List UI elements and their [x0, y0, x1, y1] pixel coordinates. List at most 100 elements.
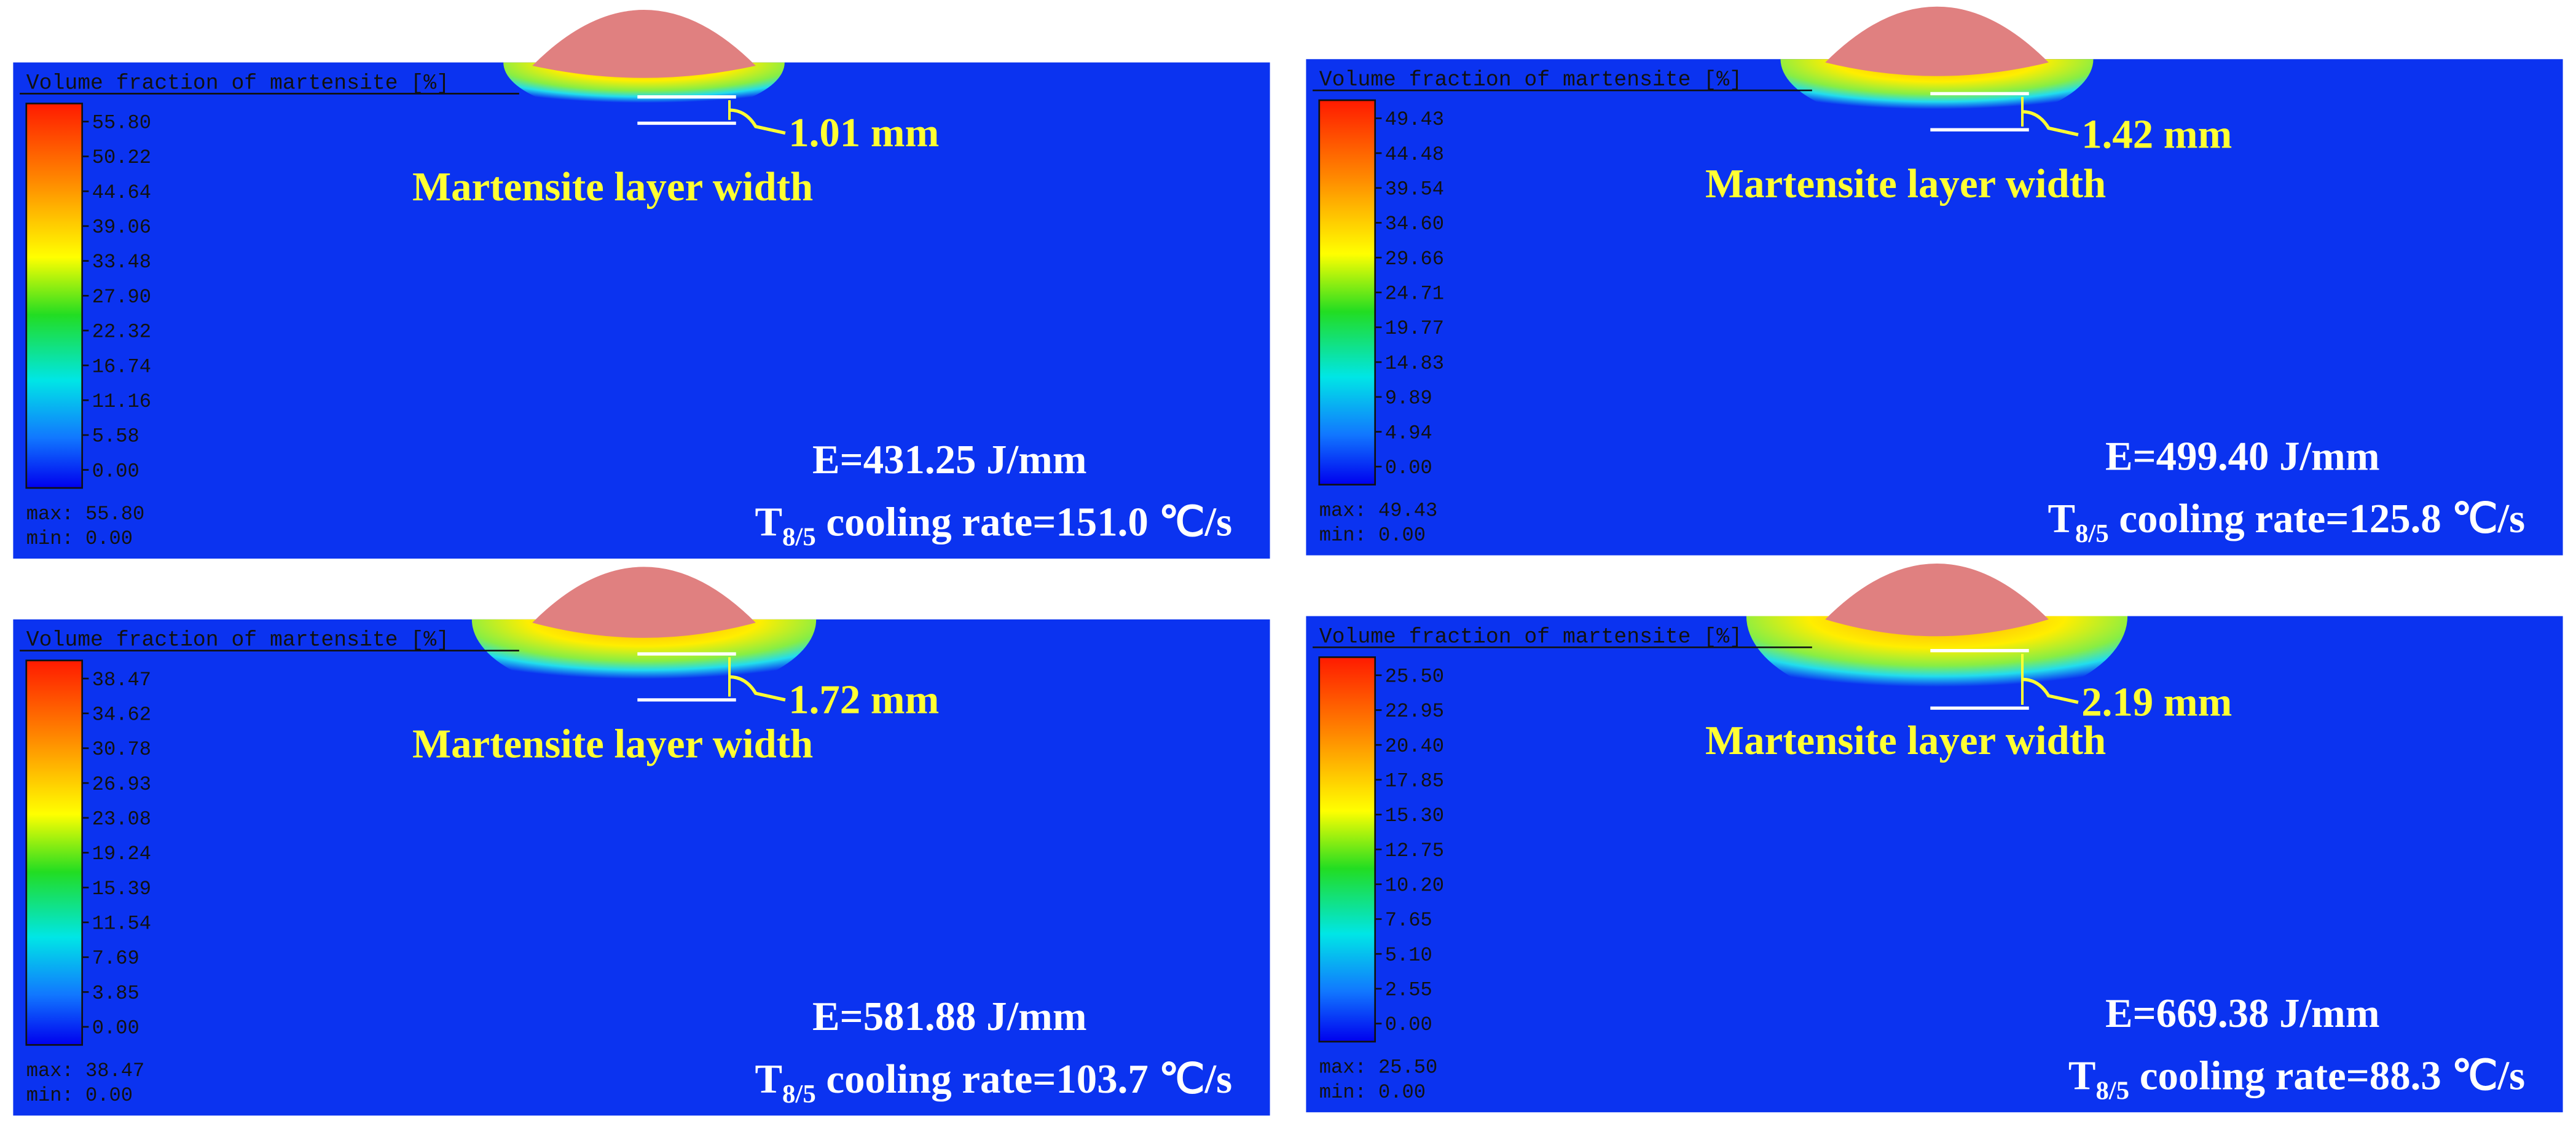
energy: E=499.40 J/mm — [2105, 434, 2379, 479]
colorbar-tick-label: 26.93 — [92, 773, 151, 796]
colorbar-tick-label: 4.94 — [1385, 422, 1432, 444]
panel-background — [13, 619, 1270, 1116]
colorbar-tick-label: 30.78 — [92, 738, 151, 761]
panel-background — [1306, 59, 2563, 556]
cooling-rate-subscript: 8/5 — [782, 1080, 816, 1109]
colorbar-tick-label: 27.90 — [92, 286, 151, 309]
min-label: min: 0.00 — [26, 527, 133, 550]
panel: Volume fraction of martensite [%] 25.50 22… — [1306, 563, 2563, 1112]
colorbar-tick-label: 19.77 — [1385, 317, 1444, 340]
leader-line — [729, 675, 786, 702]
cooling-rate-value: cooling rate=151.0 ℃/s — [816, 500, 1232, 545]
colorbar-tick-label: 23.08 — [92, 808, 151, 831]
colorbar-tick-label: 20.40 — [1385, 735, 1444, 758]
colorbar-tick-label: 0.00 — [1385, 1013, 1432, 1036]
max-label: max: 38.47 — [26, 1059, 145, 1082]
colorbar — [1318, 656, 1376, 1043]
panel: Volume fraction of martensite [%] 38.47 34… — [13, 567, 1270, 1116]
colorbar-tick-label: 50.22 — [92, 146, 151, 169]
colorbar — [1318, 99, 1376, 486]
colorbar-tick-label: 24.71 — [1385, 283, 1444, 305]
cooling-rate: T8/5 cooling rate=88.3 ℃/s — [2068, 1053, 2525, 1105]
colorbar-tick-label: 39.06 — [92, 216, 151, 239]
panel: Volume fraction of martensite [%] 55.80 50… — [13, 10, 1270, 559]
weld-bead — [532, 567, 756, 638]
heat-zone — [503, 62, 785, 117]
colorbar-tick-label: 19.24 — [92, 843, 151, 865]
width-label: 1.01 mm — [788, 110, 939, 155]
min-label: min: 0.00 — [1319, 524, 1426, 547]
colorbar-tick-label: 33.48 — [92, 251, 151, 273]
cooling-rate: T8/5 cooling rate=151.0 ℃/s — [755, 500, 1232, 552]
colorbar-tick-label: 22.32 — [92, 321, 151, 344]
colorbar-tick-label: 0.00 — [92, 1017, 139, 1040]
cooling-rate-value: cooling rate=103.7 ℃/s — [816, 1056, 1232, 1102]
colorbar-tick-label: 25.50 — [1385, 665, 1444, 688]
annotation: Martensite layer width — [1705, 718, 2106, 763]
energy: E=669.38 J/mm — [2105, 991, 2379, 1036]
weld-bead — [1825, 6, 2049, 76]
cooling-rate: T8/5 cooling rate=103.7 ℃/s — [755, 1056, 1232, 1109]
colorbar-tick-label: 5.10 — [1385, 944, 1432, 967]
panel: Volume fraction of martensite [%] 49.43 44… — [1306, 6, 2563, 556]
colorbar-tick-label: 44.48 — [1385, 143, 1444, 166]
colorbar — [25, 103, 84, 489]
cooling-rate-value: cooling rate=88.3 ℃/s — [2129, 1053, 2525, 1098]
energy: E=581.88 J/mm — [812, 994, 1086, 1039]
min-label: min: 0.00 — [1319, 1081, 1426, 1104]
colorbar-tick-label: 5.58 — [92, 425, 139, 448]
cooling-rate-symbol: T — [2068, 1053, 2096, 1098]
colorbar-tick-label: 2.55 — [1385, 979, 1432, 1002]
max-label: max: 25.50 — [1319, 1056, 1438, 1079]
legend-title: Volume fraction of martensite [%] — [1319, 625, 1742, 649]
legend-title: Volume fraction of martensite [%] — [26, 71, 449, 95]
cooling-rate-value: cooling rate=125.8 ℃/s — [2109, 496, 2525, 541]
colorbar-tick-label: 22.95 — [1385, 700, 1444, 723]
cooling-rate-subscript: 8/5 — [2075, 519, 2109, 548]
width-label: 1.72 mm — [788, 677, 939, 722]
colorbar-tick-label: 38.47 — [92, 669, 151, 691]
colorbar-tick-label: 10.20 — [1385, 875, 1444, 897]
annotation: Martensite layer width — [1705, 161, 2106, 206]
colorbar-tick-label: 12.75 — [1385, 839, 1444, 862]
leader-line — [2022, 677, 2079, 704]
colorbar-tick-label: 16.74 — [92, 355, 151, 378]
colorbar-tick-label: 11.54 — [92, 913, 151, 935]
colorbar-tick-label: 39.54 — [1385, 178, 1444, 201]
colorbar-tick-label: 3.85 — [92, 982, 139, 1005]
colorbar-tick-label: 17.85 — [1385, 770, 1444, 793]
cooling-rate-subscript: 8/5 — [2095, 1077, 2129, 1106]
colorbar-tick-label: 14.83 — [1385, 352, 1444, 375]
cooling-rate-subscript: 8/5 — [782, 523, 816, 552]
heat-zone — [1746, 616, 2128, 711]
colorbar-tick-label: 11.16 — [92, 390, 151, 413]
colorbar-tick-label: 44.64 — [92, 181, 151, 204]
legend-title: Volume fraction of martensite [%] — [26, 629, 449, 653]
colorbar — [25, 659, 84, 1046]
cooling-rate-symbol: T — [755, 1056, 782, 1102]
colorbar-tick-label: 7.65 — [1385, 909, 1432, 932]
legend-title: Volume fraction of martensite [%] — [1319, 68, 1742, 92]
max-label: max: 55.80 — [26, 503, 145, 525]
annotation: Martensite layer width — [412, 164, 813, 210]
min-label: min: 0.00 — [26, 1084, 133, 1107]
colorbar-tick-label: 0.00 — [92, 460, 139, 482]
leader-line — [729, 108, 786, 135]
colorbar-tick-label: 15.30 — [1385, 804, 1444, 827]
colorbar-tick-label: 29.66 — [1385, 248, 1444, 270]
annotation: Martensite layer width — [412, 721, 813, 766]
colorbar-tick-label: 9.89 — [1385, 387, 1432, 410]
width-label: 1.42 mm — [2081, 112, 2232, 157]
colorbar-tick-label: 34.60 — [1385, 213, 1444, 235]
colorbar-tick-label: 55.80 — [92, 112, 151, 135]
panel-background — [13, 62, 1270, 559]
colorbar-tick-label: 0.00 — [1385, 457, 1432, 479]
weld-bead — [532, 10, 756, 78]
colorbar-tick-label: 34.62 — [92, 704, 151, 726]
colorbar-tick-label: 15.39 — [92, 878, 151, 900]
colorbar-tick-label: 7.69 — [92, 947, 139, 970]
cooling-rate-symbol: T — [755, 500, 782, 545]
energy: E=431.25 J/mm — [812, 437, 1086, 482]
leader-line — [2022, 110, 2079, 136]
